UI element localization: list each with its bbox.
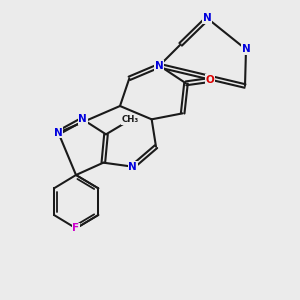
Text: N: N	[78, 114, 87, 124]
Text: CH₃: CH₃	[122, 116, 139, 124]
Text: N: N	[242, 44, 250, 54]
Text: N: N	[155, 61, 164, 71]
Text: N: N	[203, 13, 212, 23]
Text: O: O	[206, 75, 214, 85]
Text: F: F	[72, 223, 80, 233]
Text: N: N	[54, 128, 63, 138]
Text: N: N	[128, 162, 137, 172]
